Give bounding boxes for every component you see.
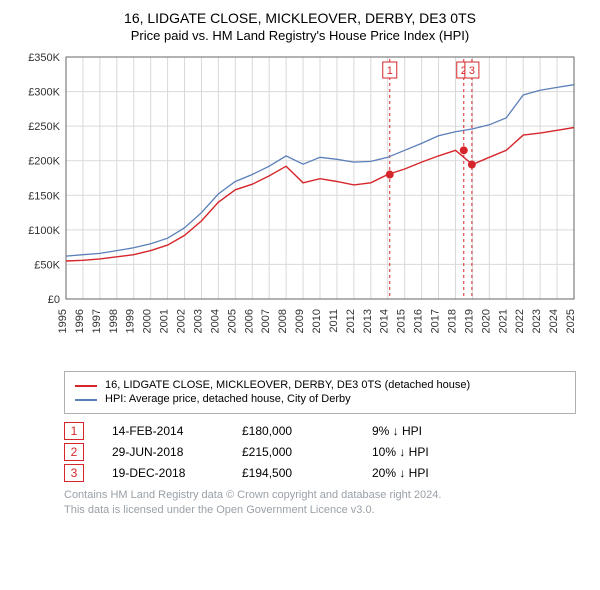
svg-text:2022: 2022: [514, 309, 526, 333]
svg-text:2004: 2004: [209, 309, 221, 333]
legend-row: 16, LIDGATE CLOSE, MICKLEOVER, DERBY, DE…: [75, 379, 565, 392]
sale-markers-table: 1 14-FEB-2014£180,0009% ↓ HPI 2 29-JUN-2018…: [64, 422, 576, 482]
line-chart: £0 £50K £100K £150K £200K £250K £300K £350K 1995…: [14, 51, 586, 361]
svg-text:2021: 2021: [497, 309, 509, 333]
marker-delta: 20% ↓ HPI: [372, 466, 429, 480]
svg-text:2000: 2000: [142, 309, 154, 333]
marker-price: £215,000: [242, 445, 372, 459]
marker-date: 14-FEB-2014: [112, 424, 242, 438]
marker-badge: 2: [64, 443, 84, 461]
chart-page: 16, LIDGATE CLOSE, MICKLEOVER, DERBY, DE…: [0, 0, 600, 527]
svg-text:2005: 2005: [226, 309, 238, 333]
legend-row: HPI: Average price, detached house, City…: [75, 393, 565, 406]
marker-badge: 1: [64, 422, 84, 440]
title-line-2: Price paid vs. HM Land Registry's House …: [14, 28, 586, 43]
svg-text:1998: 1998: [108, 309, 120, 333]
legend-label: HPI: Average price, detached house, City…: [105, 393, 351, 406]
svg-text:1997: 1997: [91, 309, 103, 333]
svg-text:2009: 2009: [294, 309, 306, 333]
attribution-line-1: Contains HM Land Registry data © Crown c…: [64, 488, 576, 502]
svg-text:1995: 1995: [57, 309, 69, 333]
svg-text:2001: 2001: [159, 309, 171, 333]
svg-text:2017: 2017: [430, 309, 442, 333]
marker-date: 19-DEC-2018: [112, 466, 242, 480]
attribution-line-2: This data is licensed under the Open Gov…: [64, 503, 576, 517]
svg-text:£50K: £50K: [34, 259, 60, 271]
svg-text:2007: 2007: [260, 309, 272, 333]
svg-text:2010: 2010: [311, 309, 323, 333]
svg-text:2020: 2020: [480, 309, 492, 333]
svg-text:2016: 2016: [413, 309, 425, 333]
svg-text:2002: 2002: [176, 309, 188, 333]
svg-text:2011: 2011: [328, 309, 340, 333]
svg-text:£300K: £300K: [28, 87, 60, 99]
svg-text:1999: 1999: [125, 309, 137, 333]
svg-text:2012: 2012: [345, 309, 357, 333]
marker-delta: 9% ↓ HPI: [372, 424, 422, 438]
svg-text:2003: 2003: [192, 309, 204, 333]
svg-text:1996: 1996: [74, 309, 86, 333]
marker-row: 3 19-DEC-2018£194,50020% ↓ HPI: [64, 464, 576, 482]
svg-text:£250K: £250K: [28, 121, 60, 133]
legend-swatch: [75, 385, 97, 387]
attribution: Contains HM Land Registry data © Crown c…: [64, 488, 576, 517]
svg-text:2025: 2025: [565, 309, 577, 333]
chart-svg: £0 £50K £100K £150K £200K £250K £300K £350K 1995…: [14, 51, 586, 361]
marker-row: 2 29-JUN-2018£215,00010% ↓ HPI: [64, 443, 576, 461]
svg-text:3: 3: [469, 65, 475, 77]
svg-text:£0: £0: [48, 294, 60, 306]
marker-row: 1 14-FEB-2014£180,0009% ↓ HPI: [64, 422, 576, 440]
legend: 16, LIDGATE CLOSE, MICKLEOVER, DERBY, DE…: [64, 371, 576, 414]
svg-text:2008: 2008: [277, 309, 289, 333]
marker-delta: 10% ↓ HPI: [372, 445, 429, 459]
svg-text:2019: 2019: [463, 309, 475, 333]
svg-text:£150K: £150K: [28, 190, 60, 202]
legend-label: 16, LIDGATE CLOSE, MICKLEOVER, DERBY, DE…: [105, 379, 470, 392]
svg-text:1: 1: [387, 65, 393, 77]
svg-text:2014: 2014: [379, 309, 391, 333]
svg-text:£200K: £200K: [28, 156, 60, 168]
legend-swatch: [75, 399, 97, 401]
svg-text:2015: 2015: [396, 309, 408, 333]
marker-price: £194,500: [242, 466, 372, 480]
marker-badge: 3: [64, 464, 84, 482]
svg-text:£100K: £100K: [28, 225, 60, 237]
svg-text:2024: 2024: [548, 309, 560, 333]
svg-text:2013: 2013: [362, 309, 374, 333]
marker-price: £180,000: [242, 424, 372, 438]
svg-text:£350K: £350K: [28, 52, 60, 64]
marker-date: 29-JUN-2018: [112, 445, 242, 459]
title-line-1: 16, LIDGATE CLOSE, MICKLEOVER, DERBY, DE…: [14, 10, 586, 26]
svg-text:2018: 2018: [446, 309, 458, 333]
svg-text:2006: 2006: [243, 309, 255, 333]
svg-text:2023: 2023: [531, 309, 543, 333]
